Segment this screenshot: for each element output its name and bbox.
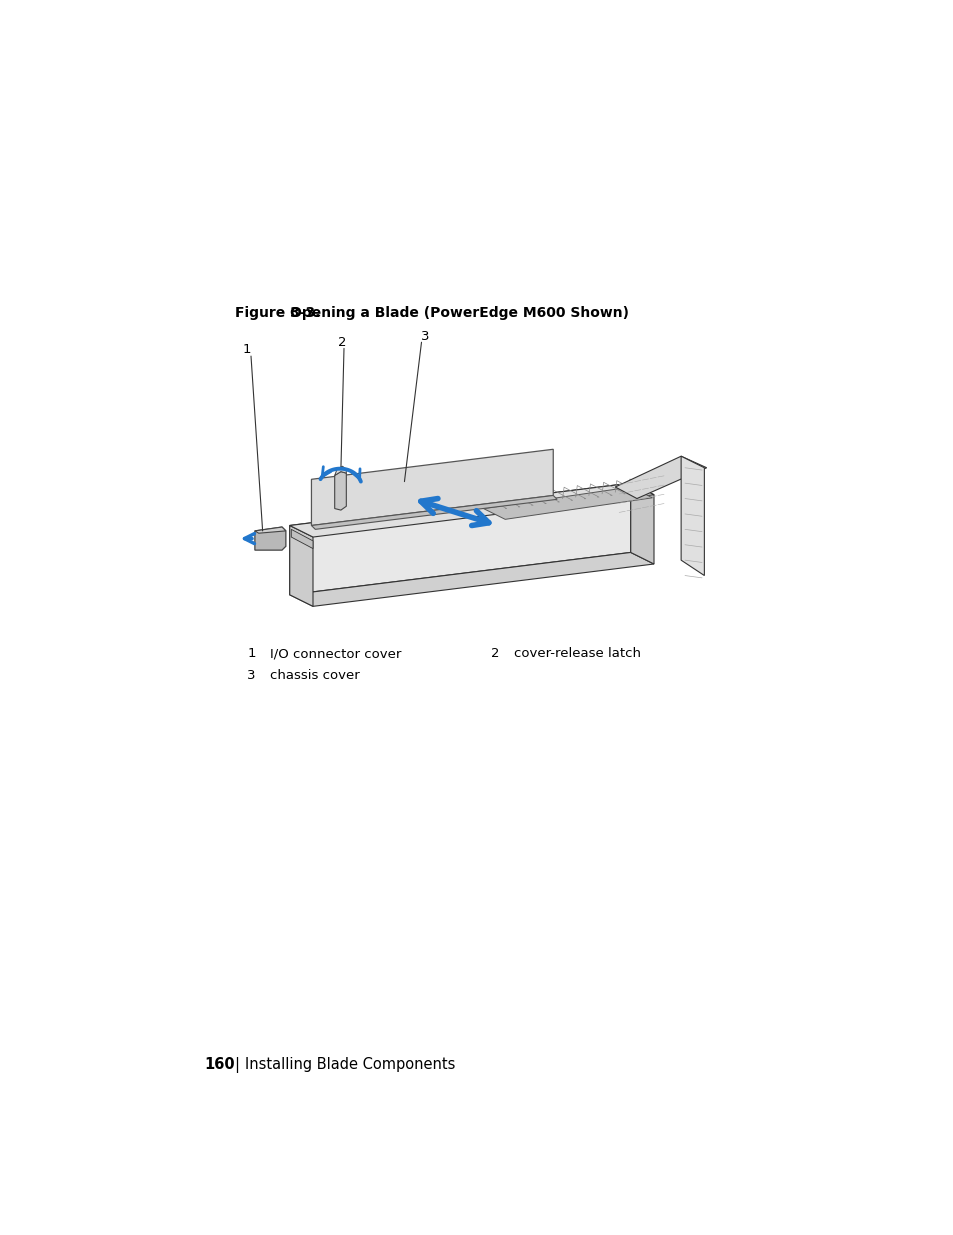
Polygon shape — [630, 483, 654, 564]
Text: 1: 1 — [243, 343, 251, 357]
Polygon shape — [335, 472, 346, 510]
Polygon shape — [290, 483, 630, 595]
Text: chassis cover: chassis cover — [270, 668, 359, 682]
Text: 1: 1 — [247, 647, 255, 661]
Polygon shape — [254, 527, 286, 534]
Polygon shape — [680, 456, 703, 576]
Text: 2: 2 — [491, 647, 499, 661]
Polygon shape — [290, 483, 654, 537]
Polygon shape — [311, 450, 553, 526]
Polygon shape — [291, 530, 313, 548]
Text: 160: 160 — [204, 1057, 234, 1072]
Text: Figure 3-3.: Figure 3-3. — [235, 306, 320, 320]
Polygon shape — [483, 487, 652, 520]
Text: I/O connector cover: I/O connector cover — [270, 647, 401, 661]
Text: cover-release latch: cover-release latch — [514, 647, 640, 661]
Polygon shape — [311, 495, 557, 530]
Text: |: | — [233, 1057, 238, 1073]
Polygon shape — [615, 456, 706, 499]
Polygon shape — [335, 466, 346, 475]
Text: 3: 3 — [420, 330, 429, 342]
Polygon shape — [290, 552, 654, 606]
Polygon shape — [290, 526, 313, 606]
Text: 3: 3 — [247, 668, 255, 682]
Polygon shape — [254, 527, 286, 550]
Text: 2: 2 — [338, 336, 346, 348]
Text: Opening a Blade (PowerEdge M600 Shown): Opening a Blade (PowerEdge M600 Shown) — [290, 306, 628, 320]
Text: Installing Blade Components: Installing Blade Components — [245, 1057, 455, 1072]
